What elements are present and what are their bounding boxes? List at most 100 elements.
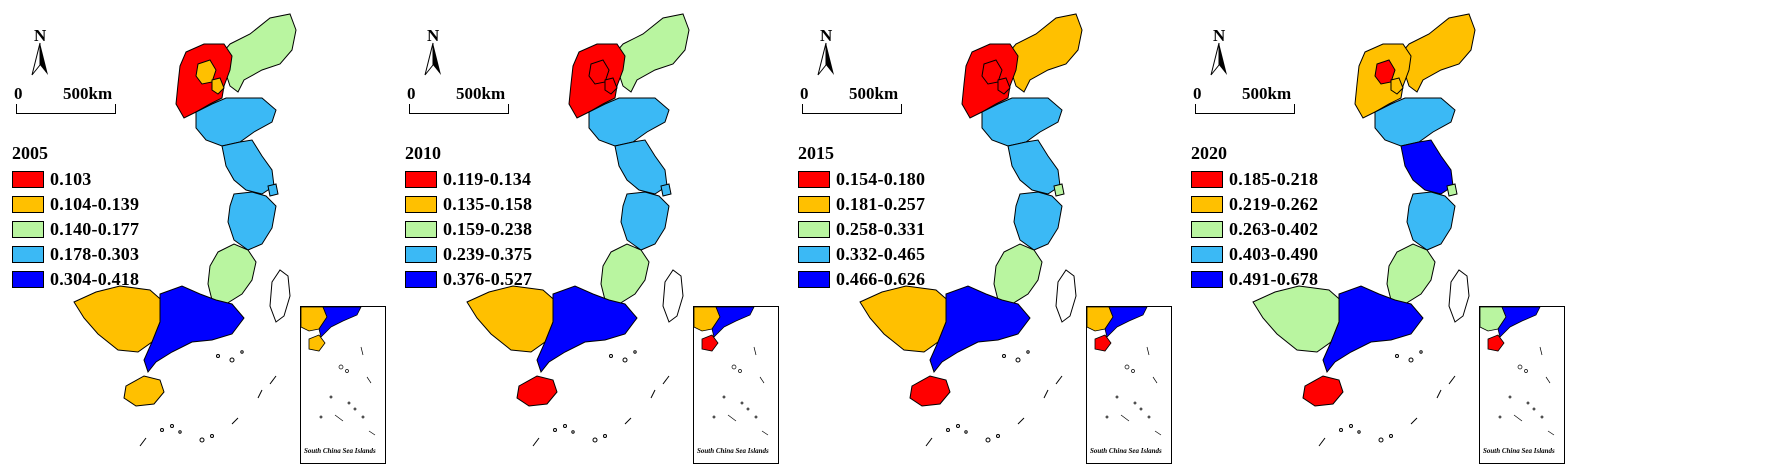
taiwan-outline xyxy=(662,269,684,323)
legend-swatch xyxy=(1191,171,1223,188)
coastal-provinces-map xyxy=(1252,13,1476,447)
region-shanghai xyxy=(660,183,672,197)
legend-label: 0.178-0.303 xyxy=(50,244,140,264)
region-shandong xyxy=(1374,97,1456,147)
inset-region-hainan xyxy=(701,334,719,352)
legend-row: 0.239-0.375 xyxy=(405,242,532,267)
region-shandong xyxy=(981,97,1063,147)
legend-row: 0.304-0.418 xyxy=(12,267,139,292)
region-hainan xyxy=(516,375,558,407)
legend-label: 0.258-0.331 xyxy=(836,219,926,239)
region-zhejiang xyxy=(620,191,670,251)
region-tianjin xyxy=(997,77,1011,95)
legend-row: 0.104-0.139 xyxy=(12,192,139,217)
legend-label: 0.491-0.678 xyxy=(1229,269,1319,289)
scale-distance-label: 500km xyxy=(63,84,113,103)
legend-swatch xyxy=(405,171,437,188)
region-shanghai xyxy=(1053,183,1065,197)
legend-row: 0.154-0.180 xyxy=(798,167,925,192)
scale-zero-label: 0 xyxy=(800,84,809,103)
coastal-provinces-map xyxy=(73,13,297,447)
scattered-islands xyxy=(532,350,670,447)
legend: 2010 0.119-0.134 0.135-0.158 0.159-0.238 0.… xyxy=(405,143,532,292)
legend-swatch xyxy=(1191,246,1223,263)
legend-label: 0.403-0.490 xyxy=(1229,244,1319,264)
legend-label: 0.181-0.257 xyxy=(836,194,926,214)
legend-swatch xyxy=(405,271,437,288)
legend-rows: 0.103 0.104-0.139 0.140-0.177 0.178-0.303 0.… xyxy=(12,167,139,292)
scale-distance-label: 500km xyxy=(456,84,506,103)
legend-row: 0.159-0.238 xyxy=(405,217,532,242)
legend-row: 0.263-0.402 xyxy=(1191,217,1318,242)
scattered-islands xyxy=(1318,350,1456,447)
south-china-sea-inset: South China Sea Islands xyxy=(1479,306,1565,464)
legend-swatch xyxy=(405,221,437,238)
legend-label: 0.154-0.180 xyxy=(836,169,926,189)
scale-distance-label: 500km xyxy=(849,84,899,103)
north-arrow-icon xyxy=(421,25,445,81)
region-guangdong xyxy=(143,285,245,374)
region-jiangsu xyxy=(221,139,275,195)
coastal-provinces-map xyxy=(466,13,690,447)
legend-row: 0.140-0.177 xyxy=(12,217,139,242)
inset-map xyxy=(1480,307,1555,436)
map-panel-2010: N 0 500km 2010 0.119-0.134 0.135-0.158 0.1… xyxy=(393,0,836,476)
legend-row: 0.181-0.257 xyxy=(798,192,925,217)
legend-row: 0.376-0.527 xyxy=(405,267,532,292)
legend-swatch xyxy=(798,246,830,263)
region-guangdong xyxy=(1322,285,1424,374)
inset-label: South China Sea Islands xyxy=(304,447,376,455)
scale-zero-label: 0 xyxy=(407,84,416,103)
legend: 2020 0.185-0.218 0.219-0.262 0.263-0.402 0.… xyxy=(1191,143,1318,292)
legend: 2005 0.103 0.104-0.139 0.140-0.177 0.178-0.… xyxy=(12,143,139,292)
legend-label: 0.103 xyxy=(50,169,92,189)
region-zhejiang xyxy=(1406,191,1456,251)
legend-swatch xyxy=(12,196,44,213)
inset-region-hainan xyxy=(308,334,326,352)
region-tianjin xyxy=(1390,77,1404,95)
scale-bar xyxy=(16,104,116,114)
legend-swatch xyxy=(798,171,830,188)
inset-region-guangdong xyxy=(1104,307,1148,338)
region-jiangsu xyxy=(614,139,668,195)
legend-label: 0.135-0.158 xyxy=(443,194,533,214)
scale-bar xyxy=(1195,104,1295,114)
region-guangdong xyxy=(536,285,638,374)
legend-label: 0.376-0.527 xyxy=(443,269,533,289)
scattered-islands xyxy=(139,350,277,447)
region-hainan xyxy=(909,375,951,407)
legend-label: 0.466-0.626 xyxy=(836,269,926,289)
north-label: N xyxy=(34,26,47,45)
legend-label: 0.140-0.177 xyxy=(50,219,140,239)
legend-label: 0.185-0.218 xyxy=(1229,169,1319,189)
region-zhejiang xyxy=(1013,191,1063,251)
region-shandong xyxy=(195,97,277,147)
legend-label: 0.263-0.402 xyxy=(1229,219,1319,239)
taiwan-outline xyxy=(269,269,291,323)
region-shandong xyxy=(588,97,670,147)
taiwan-outline xyxy=(1055,269,1077,323)
north-arrow-icon xyxy=(1207,25,1231,81)
map-panel-2020: N 0 500km 2020 0.185-0.218 0.219-0.262 0.2… xyxy=(1179,0,1622,476)
region-shanghai xyxy=(1446,183,1458,197)
legend-row: 0.135-0.158 xyxy=(405,192,532,217)
inset-label: South China Sea Islands xyxy=(1090,447,1162,455)
legend-rows: 0.185-0.218 0.219-0.262 0.263-0.402 0.403-0… xyxy=(1191,167,1318,292)
legend-year: 2015 xyxy=(798,143,834,163)
region-tianjin xyxy=(604,77,618,95)
legend-label: 0.219-0.262 xyxy=(1229,194,1319,214)
north-label: N xyxy=(820,26,833,45)
inset-region-hainan xyxy=(1487,334,1505,352)
legend-swatch xyxy=(12,171,44,188)
north-arrow-icon xyxy=(28,25,52,81)
region-fujian xyxy=(1386,243,1436,305)
north-arrow-icon xyxy=(814,25,838,81)
inset-region-guangdong xyxy=(1497,307,1541,338)
legend-label: 0.159-0.238 xyxy=(443,219,533,239)
region-guangdong xyxy=(929,285,1031,374)
north-label: N xyxy=(1213,26,1226,45)
legend-label: 0.304-0.418 xyxy=(50,269,140,289)
inset-label: South China Sea Islands xyxy=(1483,447,1555,455)
inset-region-guangdong xyxy=(711,307,755,338)
region-hainan xyxy=(1302,375,1344,407)
